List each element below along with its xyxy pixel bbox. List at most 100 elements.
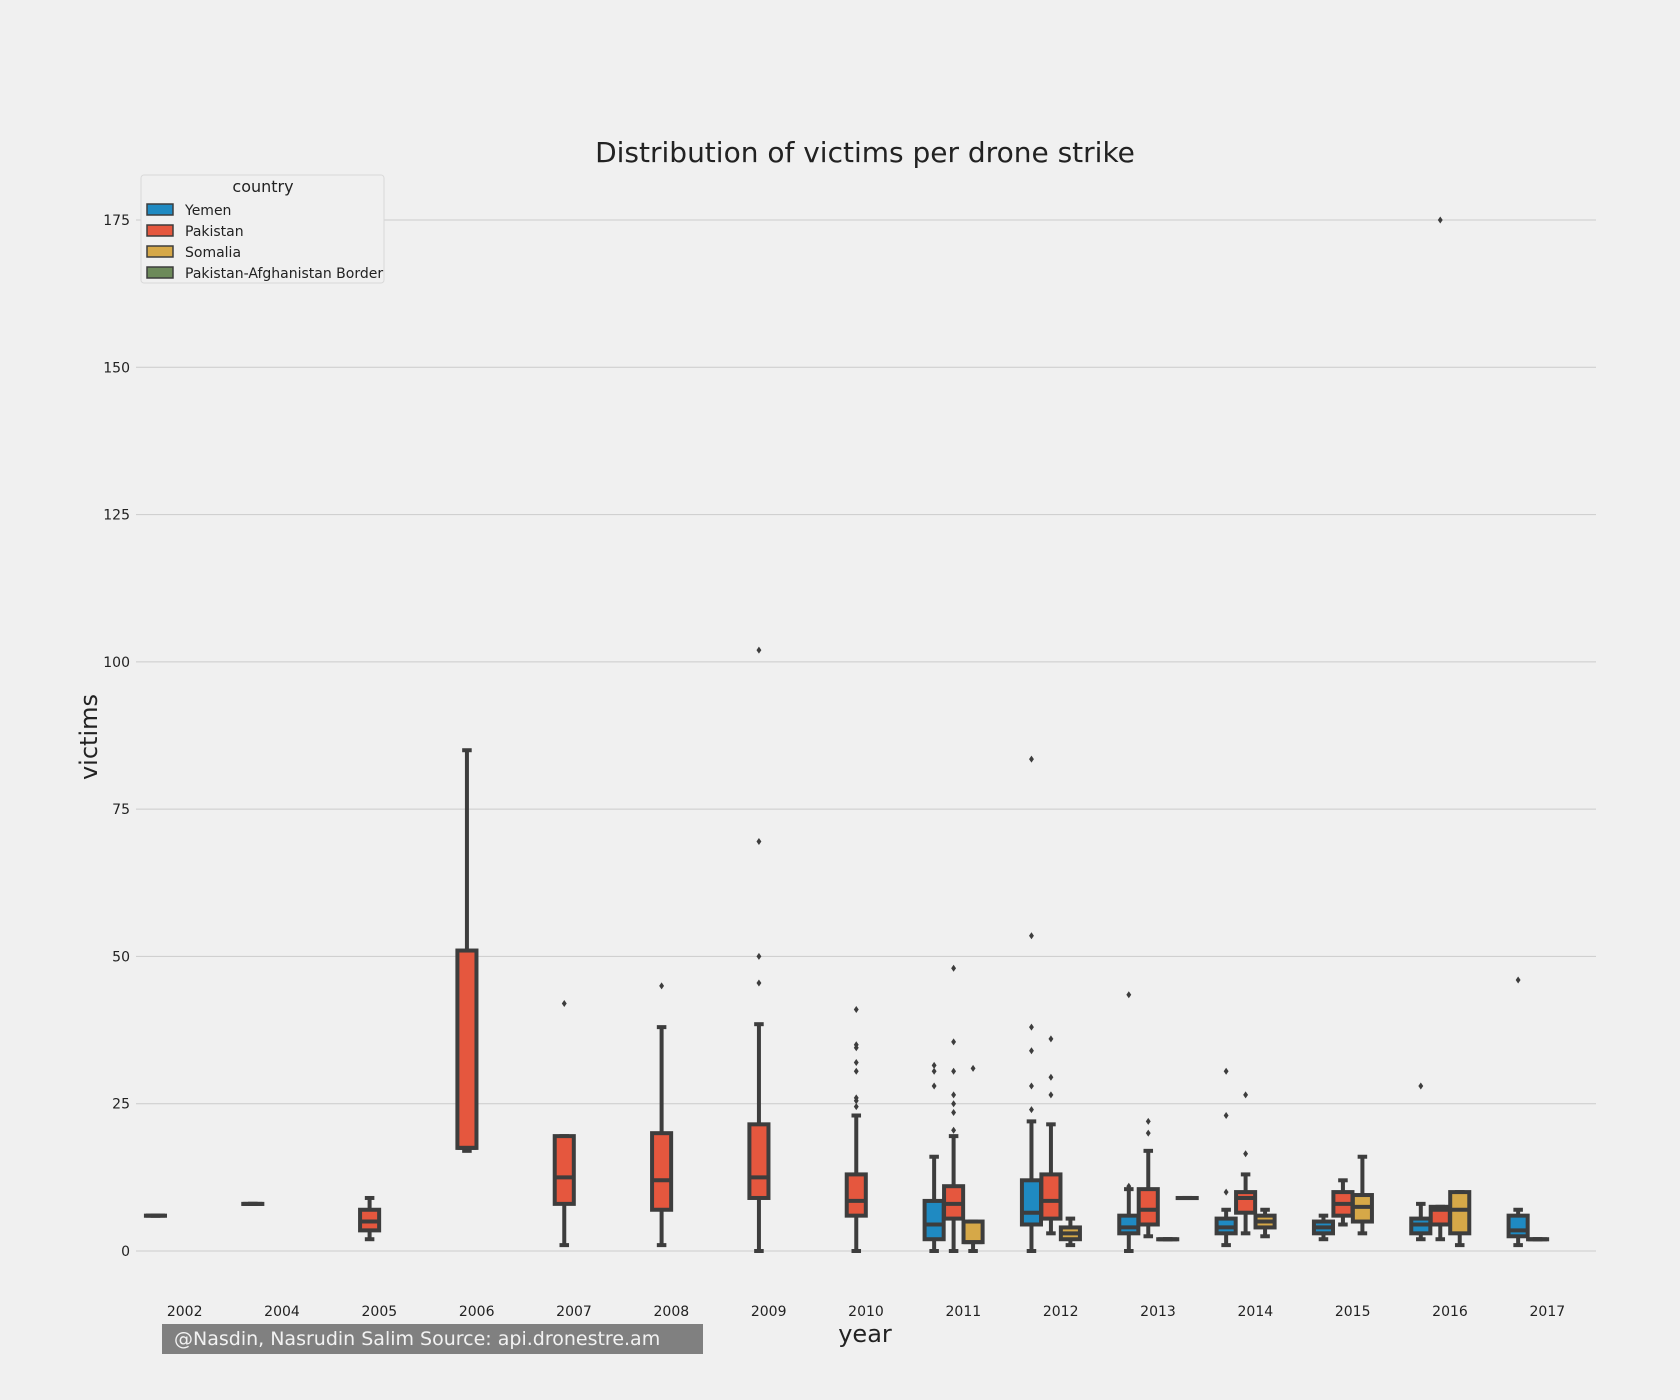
outlier-point — [1029, 1023, 1034, 1031]
box-plots — [143, 216, 1550, 1253]
x-tick-label: 2007 — [556, 1304, 592, 1320]
box-2005-pakistan — [358, 1195, 382, 1242]
outlier-point — [1048, 1073, 1054, 1081]
box-iqr — [844, 1172, 868, 1218]
x-tick-label: 2013 — [1140, 1304, 1176, 1320]
outlier-point — [931, 1061, 937, 1069]
box-2016-yemen — [1409, 1082, 1433, 1242]
outlier-point — [659, 982, 665, 990]
box-iqr — [961, 1219, 985, 1245]
x-tick-label: 2010 — [848, 1304, 884, 1320]
outlier-point — [951, 1126, 957, 1134]
x-tick-label: 2004 — [264, 1304, 300, 1320]
x-tick-label: 2005 — [362, 1304, 398, 1320]
x-tick-label: 2016 — [1432, 1304, 1468, 1320]
box-iqr — [922, 1198, 946, 1242]
y-tick-label: 125 — [103, 508, 130, 524]
y-tick-label: 25 — [112, 1097, 130, 1113]
outlier-point — [1126, 1182, 1132, 1190]
outlier-point — [1243, 1150, 1249, 1158]
box-iqr — [747, 1122, 771, 1200]
x-tick-label: 2017 — [1530, 1304, 1566, 1320]
outlier-point — [931, 1082, 937, 1090]
outlier-point — [756, 952, 762, 960]
x-tick-label: 2008 — [654, 1304, 690, 1320]
outlier-point — [1029, 932, 1034, 940]
y-tick-label: 75 — [112, 802, 130, 818]
x-tick-label: 2014 — [1238, 1304, 1274, 1320]
y-tick-label: 0 — [121, 1244, 130, 1260]
outlier-point — [951, 1100, 957, 1108]
outlier-point — [1048, 1091, 1054, 1099]
outlier-point — [756, 979, 762, 987]
legend-swatch — [146, 203, 174, 216]
box-iqr — [1136, 1187, 1160, 1227]
box-iqr — [1019, 1178, 1044, 1227]
legend-label: Pakistan — [185, 224, 244, 240]
outlier-point — [1048, 1035, 1054, 1043]
outlier-point — [853, 1094, 859, 1102]
box-2016-pakistan — [1428, 216, 1452, 1242]
box-2014-pakistan — [1234, 1091, 1258, 1236]
box-2013-yemen — [1117, 991, 1141, 1253]
legend-swatch — [146, 245, 174, 258]
outlier-point — [1223, 1111, 1229, 1119]
box-iqr — [650, 1131, 674, 1212]
outlier-point — [1223, 1067, 1229, 1075]
box-2012-pakistan — [1039, 1035, 1063, 1236]
outlier-point — [931, 1067, 937, 1075]
outlier-point — [1126, 991, 1132, 999]
legend-frame — [140, 174, 385, 284]
box-2016-somalia — [1448, 1190, 1472, 1248]
box-2011-somalia — [961, 1064, 985, 1253]
box-2009-pakistan — [747, 646, 771, 1253]
outlier-point — [951, 1038, 957, 1046]
outlier-point — [1029, 1082, 1034, 1090]
y-tick-label: 50 — [112, 949, 130, 965]
outlier-point — [1145, 1117, 1151, 1125]
box-iqr — [1448, 1190, 1472, 1236]
outlier-point — [951, 1091, 957, 1099]
y-axis-label: victims — [75, 694, 103, 780]
box-2014-somalia — [1253, 1207, 1277, 1239]
box-2013-pakistan — [1136, 1117, 1160, 1239]
box-2006-pakistan — [455, 748, 479, 1153]
box-iqr — [552, 1134, 576, 1206]
x-tick-label: 2002 — [167, 1304, 203, 1320]
box-iqr — [1039, 1172, 1063, 1221]
y-tick-label: 150 — [103, 360, 130, 376]
outlier-point — [1223, 1188, 1229, 1196]
y-tick-label: 100 — [103, 655, 130, 671]
outlier-point — [1437, 216, 1443, 224]
outlier-point — [1029, 1047, 1034, 1055]
outlier-point — [1418, 1082, 1424, 1090]
box-2015-somalia — [1350, 1154, 1374, 1236]
outlier-point — [970, 1064, 976, 1072]
outlier-point — [1029, 755, 1034, 763]
box-2008-pakistan — [650, 982, 674, 1248]
box-iqr — [1117, 1213, 1141, 1236]
x-tick-label: 2015 — [1335, 1304, 1371, 1320]
box-iqr — [455, 948, 479, 1150]
outlier-point — [1029, 1106, 1034, 1114]
x-axis-label: year — [838, 1320, 892, 1348]
box-2014-yemen — [1214, 1067, 1238, 1248]
x-tick-label: 2009 — [751, 1304, 787, 1320]
outlier-point — [1145, 1129, 1151, 1137]
box-2011-yemen — [922, 1061, 946, 1253]
outlier-point — [561, 1000, 567, 1008]
outlier-point — [1243, 1091, 1249, 1099]
outlier-point — [951, 1067, 957, 1075]
box-2017-yemen — [1506, 976, 1530, 1248]
box-2011-pakistan — [942, 964, 966, 1253]
grid-layer — [136, 219, 1596, 1252]
box-iqr — [1234, 1190, 1258, 1215]
x-tick-label: 2011 — [946, 1304, 982, 1320]
x-tick-label: 2006 — [459, 1304, 495, 1320]
legend: country Yemen Pakistan Somalia Pakistan-Afg… — [140, 174, 385, 284]
outlier-point — [951, 964, 957, 972]
x-tick-label: 2012 — [1043, 1304, 1079, 1320]
y-tick-labels: 0 25 50 75 100 125 150 175 — [103, 213, 130, 1260]
chart-title: Distribution of victims per drone strike — [595, 136, 1135, 169]
